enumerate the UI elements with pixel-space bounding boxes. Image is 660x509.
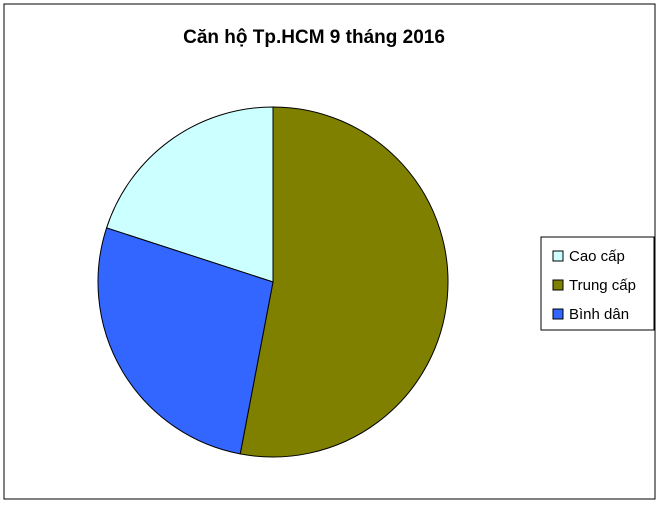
pie-slice (97, 227, 274, 455)
chart-title: Căn hộ Tp.HCM 9 tháng 2016 (183, 27, 445, 48)
legend-swatch (552, 308, 564, 320)
legend-label: Cao cấp (569, 248, 625, 265)
pie-slice (239, 106, 449, 458)
legend-label: Trung cấp (569, 277, 636, 294)
legend-label: Bình dân (569, 306, 629, 323)
legend-swatch (552, 250, 564, 262)
pie-slice (105, 106, 274, 283)
legend-entries: Cao cấp Trung cấp Bình dân (552, 248, 636, 323)
legend-swatch (552, 279, 564, 291)
pie (97, 106, 449, 458)
